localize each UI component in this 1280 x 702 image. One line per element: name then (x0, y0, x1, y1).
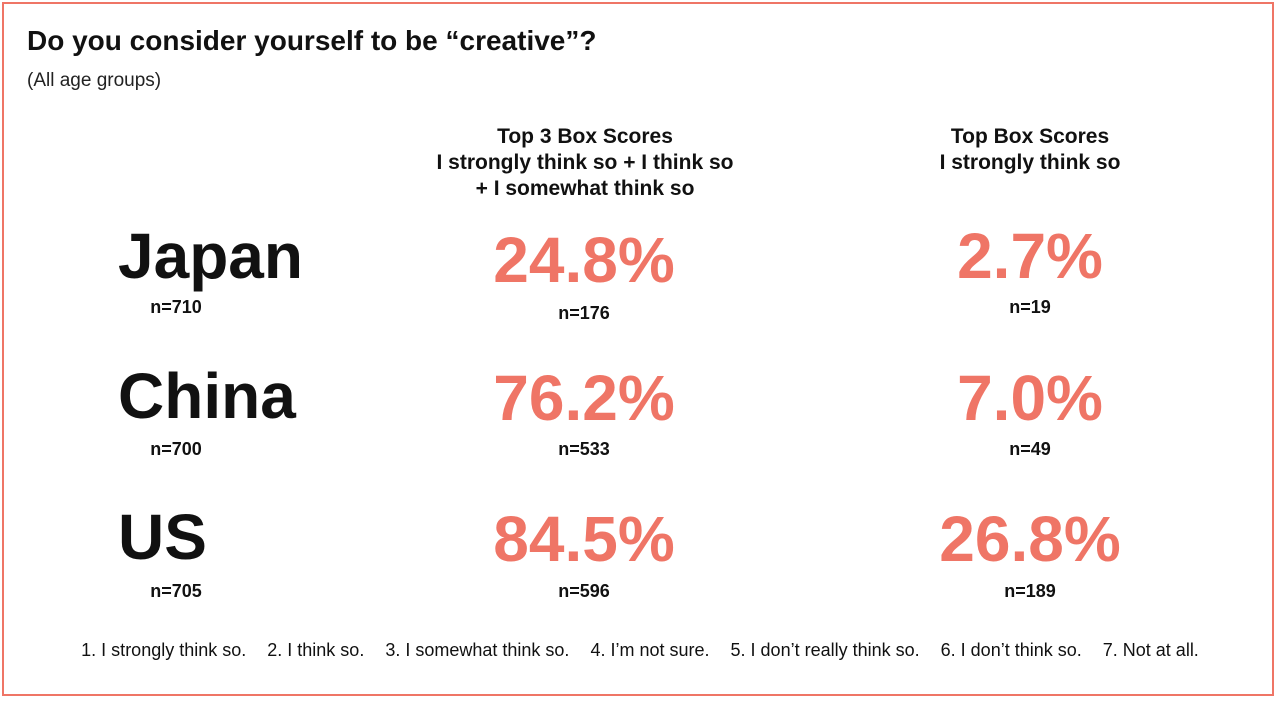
column-header-topbox-line: I strongly think so (939, 151, 1121, 174)
scale-item: 7. Not at all. (1102, 640, 1199, 660)
scale-item: 2. I think so. (267, 640, 365, 660)
column-header-top3: Top 3 Box Scores I strongly think so + I… (375, 124, 795, 202)
column-header-top3-line: Top 3 Box Scores (497, 125, 673, 148)
scale-item: 4. I’m not sure. (590, 640, 710, 660)
column-header-topbox: Top Box Scores I strongly think so (830, 124, 1230, 176)
topbox-sample-size: n=189 (1004, 581, 1056, 601)
top3-sample-size: n=176 (558, 303, 610, 323)
country-sample-size: n=710 (150, 297, 202, 317)
country-label-japan: Japan (118, 220, 303, 292)
column-header-topbox-line: Top Box Scores (950, 125, 1110, 148)
topbox-percentage-value: 7.0% (957, 362, 1103, 434)
topbox-percentage-value: 26.8% (939, 503, 1121, 575)
top3-percentage-value: 76.2% (493, 362, 675, 434)
topbox-percentage-value: 2.7% (957, 220, 1103, 292)
top3-percentage-value: 24.8% (493, 224, 675, 296)
topbox-sample-size: n=19 (1009, 297, 1051, 317)
top3-sample-size: n=596 (558, 581, 610, 601)
column-header-top3-line: + I somewhat think so (475, 177, 695, 200)
scale-item: 5. I don’t really think so. (730, 640, 920, 660)
country-sample-size: n=705 (150, 581, 202, 601)
scale-item: 6. I don’t think so. (940, 640, 1082, 660)
response-scale-legend: 1. I strongly think so. 2. I think so. 3… (0, 640, 1280, 661)
chart-subtitle: (All age groups) (27, 70, 162, 91)
country-label-china: China (118, 360, 296, 432)
column-header-top3-line: I strongly think so + I think so (436, 151, 734, 174)
scale-item: 3. I somewhat think so. (385, 640, 570, 660)
country-sample-size: n=700 (150, 439, 202, 459)
top3-percentage-value: 84.5% (493, 503, 675, 575)
scale-item: 1. I strongly think so. (81, 640, 247, 660)
topbox-sample-size: n=49 (1009, 439, 1051, 459)
chart-title: Do you consider yourself to be “creative… (27, 25, 597, 56)
country-label-us: US (118, 501, 207, 573)
top3-sample-size: n=533 (558, 439, 610, 459)
